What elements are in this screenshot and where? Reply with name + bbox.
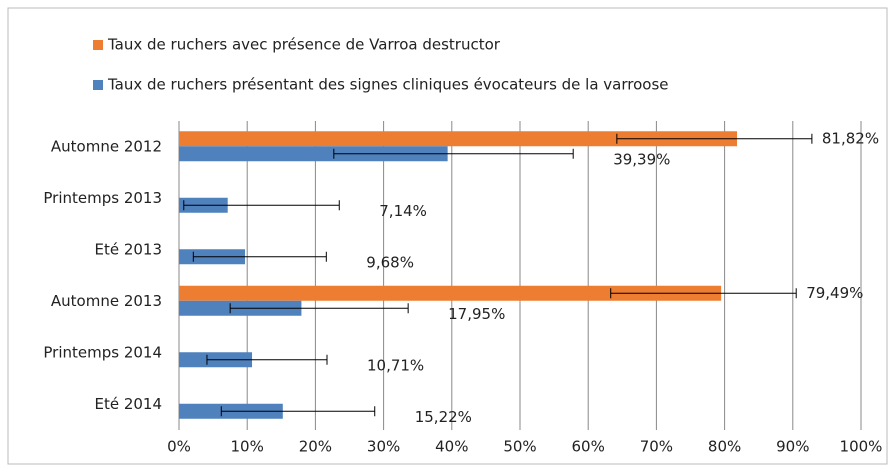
data-label: 39,39% <box>613 150 670 168</box>
bar <box>179 285 722 301</box>
x-tick-label: 50% <box>503 438 536 456</box>
data-label: 17,95% <box>448 305 505 323</box>
legend-label: Taux de ruchers avec présence de Varroa … <box>107 36 501 54</box>
y-tick-label: Printemps 2014 <box>43 343 162 361</box>
legend-label: Taux de ruchers présentant des signes cl… <box>107 76 669 94</box>
x-tick-label: 60% <box>572 438 605 456</box>
data-label: 81,82% <box>822 129 879 147</box>
x-tick-label: 80% <box>708 438 741 456</box>
legend-swatch <box>93 40 103 50</box>
data-label: 79,49% <box>806 284 863 302</box>
y-tick-label: Printemps 2013 <box>43 189 162 207</box>
x-tick-label: 10% <box>231 438 264 456</box>
y-tick-label: Automne 2012 <box>51 137 162 155</box>
bar <box>179 131 738 147</box>
x-tick-label: 90% <box>776 438 809 456</box>
y-tick-label: Eté 2013 <box>94 240 162 258</box>
y-tick-label: Automne 2013 <box>51 292 162 310</box>
x-tick-label: 20% <box>299 438 332 456</box>
y-tick-label: Eté 2014 <box>94 395 162 413</box>
chart-frame <box>7 7 888 465</box>
x-tick-label: 70% <box>640 438 673 456</box>
data-label: 9,68% <box>366 253 414 271</box>
x-tick-label: 30% <box>367 438 400 456</box>
data-label: 7,14% <box>379 202 427 220</box>
legend-swatch <box>93 80 103 90</box>
data-label: 10,71% <box>367 356 424 374</box>
bar <box>179 146 448 162</box>
x-tick-label: 100% <box>840 438 883 456</box>
x-tick-label: 40% <box>435 438 468 456</box>
x-tick-label: 0% <box>167 438 191 456</box>
data-label: 15,22% <box>415 408 472 426</box>
